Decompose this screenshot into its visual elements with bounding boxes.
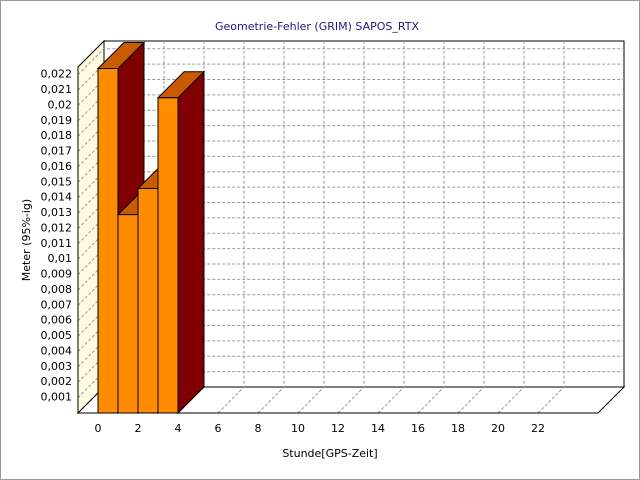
x-tick-label: 10 [291,422,305,435]
chart-title: Geometrie-Fehler (GRIM) SAPOS_RTX [215,20,419,33]
bar-front [157,97,179,414]
y-tick-label: 0,01 [48,252,73,265]
x-tick-label: 2 [135,422,142,435]
y-axis-label: Meter (95%-ig) [20,199,33,281]
x-tick-label: 8 [255,422,262,435]
y-tick-label: 0,009 [41,268,73,281]
y-tick-label: 0,015 [41,175,73,188]
x-tick-label: 16 [411,422,425,435]
x-tick-label: 18 [451,422,465,435]
y-tick-label: 0,02 [48,98,73,111]
y-tick-label: 0,014 [41,191,73,204]
grid-line [217,41,245,414]
y-tick-label: 0,013 [41,206,73,219]
y-tick-label: 0,006 [41,314,73,327]
y-tick-label: 0,008 [41,283,73,296]
y-tick-label: 0,021 [41,83,73,96]
bar-front [97,68,119,414]
y-tick-label: 0,001 [41,391,73,404]
y-tick-label: 0,007 [41,298,73,311]
grid-line [497,41,525,414]
y-tick-label: 0,017 [41,145,73,158]
y-tick-label: 0,012 [41,221,73,234]
x-tick-label: 22 [531,422,545,435]
grid-line [417,41,445,414]
x-tick-label: 4 [175,422,182,435]
y-tick-label: 0,005 [41,329,73,342]
x-axis-label: Stunde[GPS-Zeit] [282,447,377,460]
grid-line [257,41,285,414]
y-tick-label: 0,019 [41,114,73,127]
x-tick-label: 14 [371,422,385,435]
x-tick-label: 0 [95,422,102,435]
x-tick-label: 6 [215,422,222,435]
y-tick-label: 0,003 [41,360,73,373]
grid-line [457,41,485,414]
grid-line [337,41,365,414]
x-tick-label: 12 [331,422,345,435]
y-tick-label: 0,002 [41,375,73,388]
bar-front [137,187,159,414]
x-tick-label: 20 [491,422,505,435]
bar-side [177,70,205,415]
y-tick-label: 0,022 [41,68,73,81]
grid-line [377,41,405,414]
y-tick-label: 0,004 [41,344,73,357]
y-tick-label: 0,011 [41,237,73,250]
y-tick-label: 0,018 [41,129,73,142]
grid-line [297,41,325,414]
grid-line [537,41,565,414]
grid-line [77,48,624,76]
bar [156,70,206,415]
y-tick-label: 0,016 [41,160,73,173]
bar-front [117,214,139,414]
